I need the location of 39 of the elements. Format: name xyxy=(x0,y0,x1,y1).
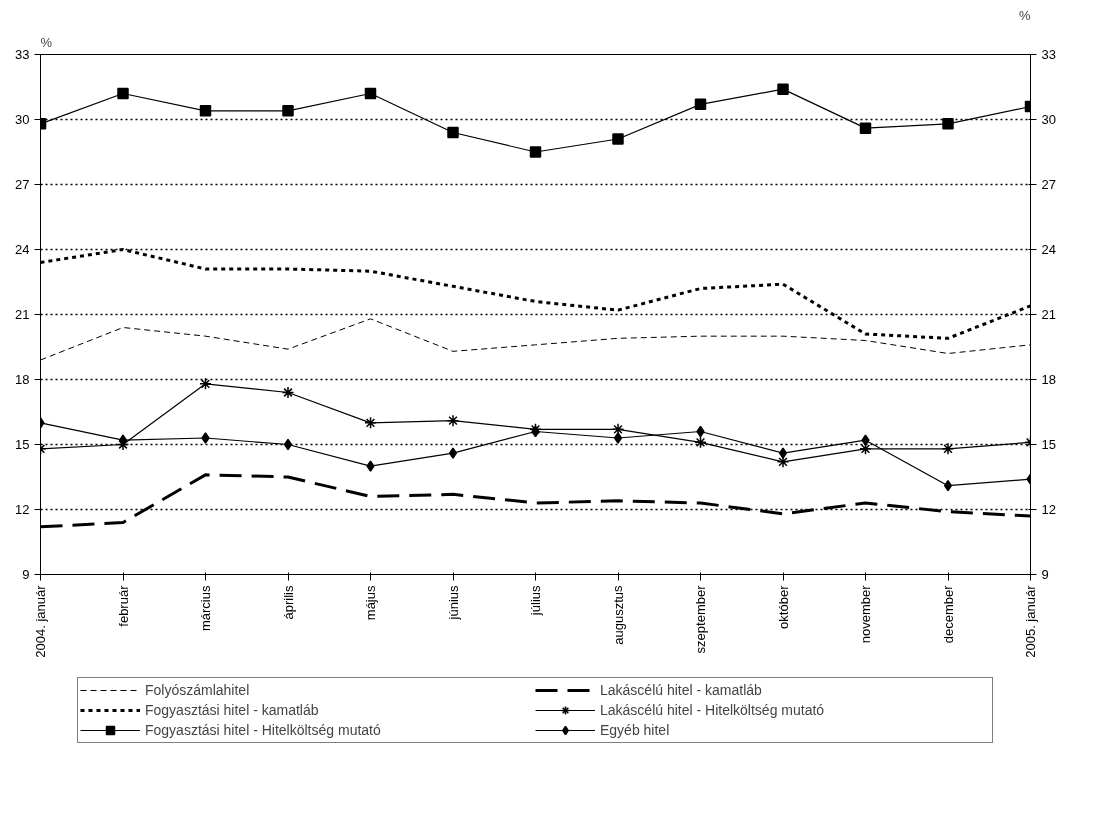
y2-tick-label: 21 xyxy=(1041,307,1056,322)
x-tick-label: október xyxy=(775,584,791,629)
y2-tick-label: 18 xyxy=(1041,372,1056,387)
x-tick-label: március xyxy=(198,585,213,632)
y-tick-label: 12 xyxy=(15,502,30,517)
legend-label: Fogyasztási hitel - Hitelköltség mutató xyxy=(145,722,382,738)
x-tick-label: augusztus xyxy=(610,585,626,645)
x-tick-label: április xyxy=(280,585,296,620)
x-tick-label: 2005. január xyxy=(1023,584,1038,658)
legend-label: Egyéb hitel xyxy=(600,722,671,738)
y2-tick-label: 12 xyxy=(1041,502,1056,517)
y2-tick-label: 24 xyxy=(1041,242,1056,257)
x-tick-label: július xyxy=(528,585,543,617)
y-tick-label: 21 xyxy=(15,307,30,322)
y-tick-label: 15 xyxy=(15,437,30,452)
y-tick-label: 30 xyxy=(15,112,30,127)
x-tick-label: december xyxy=(940,584,956,644)
y2-axis-title: % xyxy=(1018,7,1031,23)
x-tick-label: november xyxy=(858,584,873,644)
legend-label: Lakáscélú hitel - Hitelköltség mutató xyxy=(600,702,826,718)
y-tick-label: 33 xyxy=(15,47,30,62)
x-tick-label: február xyxy=(115,584,131,627)
legend-label: Lakáscélú hitel - kamatláb xyxy=(600,682,763,698)
y-tick-label: 24 xyxy=(15,242,30,257)
y-tick-label: 18 xyxy=(15,372,30,387)
legend-label: Folyószámlahitel xyxy=(145,682,251,698)
x-tick-label: június xyxy=(445,585,461,621)
legend-label: Fogyasztási hitel - kamatláb xyxy=(145,702,320,718)
y2-tick-label: 15 xyxy=(1041,437,1056,452)
y-tick-label: 9 xyxy=(22,567,30,582)
y-axis-title: % xyxy=(40,34,53,50)
y2-tick-label: 30 xyxy=(1041,112,1056,127)
y2-tick-label: 27 xyxy=(1041,177,1056,192)
y-tick-label: 27 xyxy=(15,177,30,192)
x-tick-label: 2004. január xyxy=(33,584,48,658)
x-tick-label: szeptember xyxy=(693,584,708,654)
x-tick-label: május xyxy=(363,585,378,621)
y2-tick-label: 9 xyxy=(1041,567,1049,582)
y2-tick-label: 33 xyxy=(1041,47,1056,62)
